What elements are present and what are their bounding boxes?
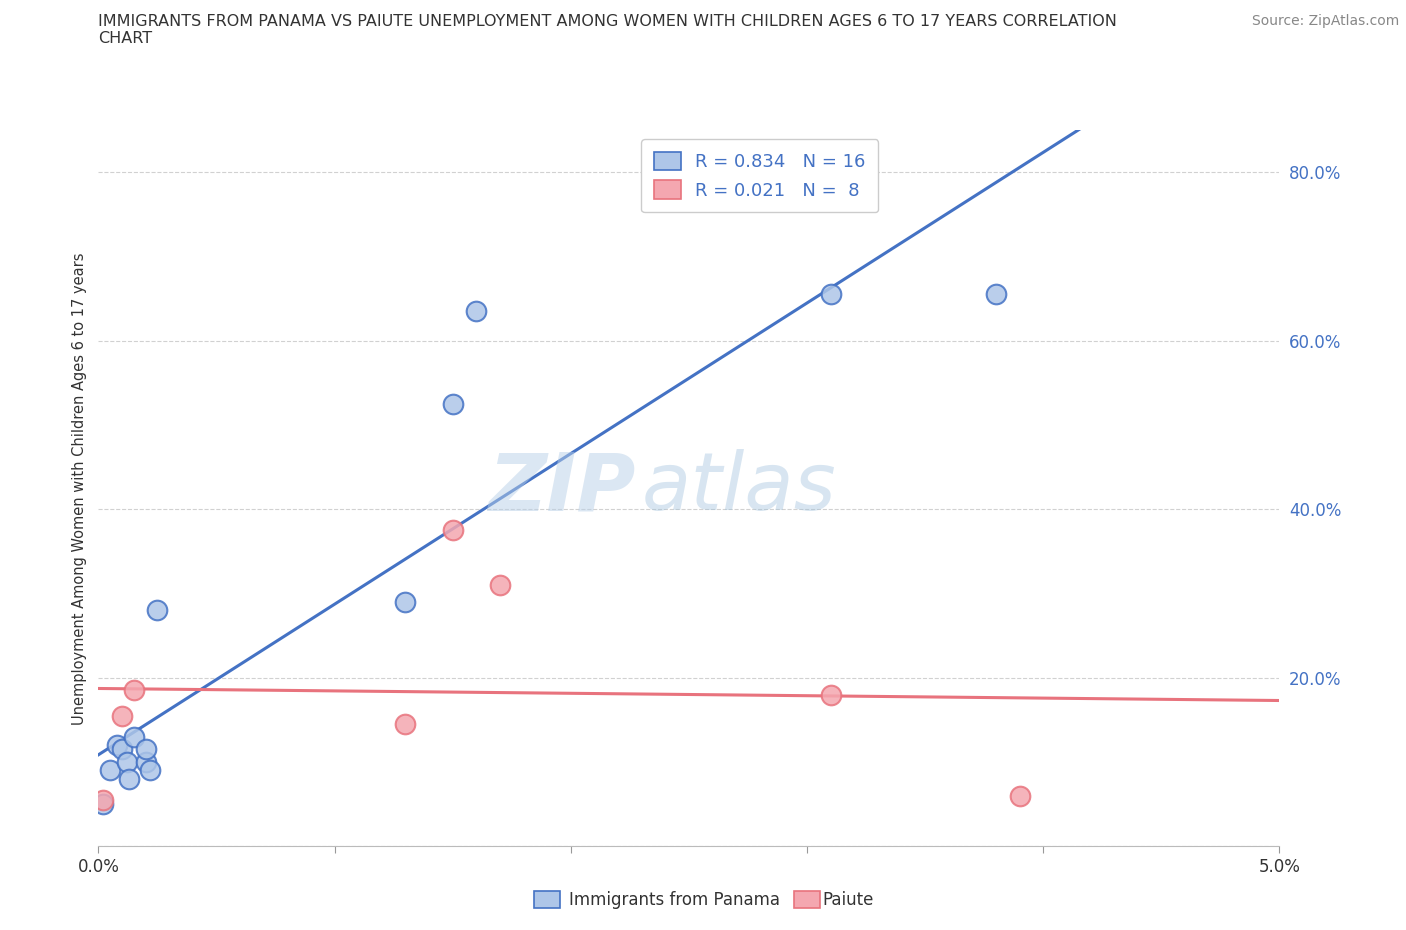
- Text: atlas: atlas: [641, 449, 837, 527]
- Point: [105, 737, 128, 752]
- Point: [122, 729, 145, 744]
- Point: [820, 287, 842, 302]
- Text: IMMIGRANTS FROM PANAMA VS PAIUTE UNEMPLOYMENT AMONG WOMEN WITH CHILDREN AGES 6 T: IMMIGRANTS FROM PANAMA VS PAIUTE UNEMPLO…: [98, 14, 1118, 29]
- Point: [98, 763, 121, 777]
- Point: [394, 594, 416, 609]
- Point: [820, 687, 842, 702]
- Point: [465, 304, 488, 319]
- Point: [489, 578, 512, 592]
- Point: [111, 742, 134, 757]
- Point: [91, 797, 114, 812]
- Legend: R = 0.834   N = 16, R = 0.021   N =  8: R = 0.834 N = 16, R = 0.021 N = 8: [641, 140, 879, 212]
- Text: Paiute: Paiute: [823, 891, 875, 910]
- Y-axis label: Unemployment Among Women with Children Ages 6 to 17 years: Unemployment Among Women with Children A…: [72, 252, 87, 724]
- Point: [135, 742, 157, 757]
- Point: [122, 683, 145, 698]
- Text: CHART: CHART: [98, 31, 152, 46]
- Text: Source: ZipAtlas.com: Source: ZipAtlas.com: [1251, 14, 1399, 28]
- Point: [118, 772, 141, 787]
- Point: [984, 287, 1007, 302]
- Point: [115, 754, 138, 769]
- Point: [394, 717, 416, 732]
- Point: [135, 754, 157, 769]
- Point: [111, 709, 134, 724]
- Point: [146, 603, 169, 618]
- Point: [91, 792, 114, 807]
- Point: [139, 763, 162, 777]
- Point: [441, 396, 464, 411]
- Text: ZIP: ZIP: [488, 449, 636, 527]
- Point: [441, 523, 464, 538]
- Text: Immigrants from Panama: Immigrants from Panama: [569, 891, 780, 910]
- Point: [1008, 789, 1031, 804]
